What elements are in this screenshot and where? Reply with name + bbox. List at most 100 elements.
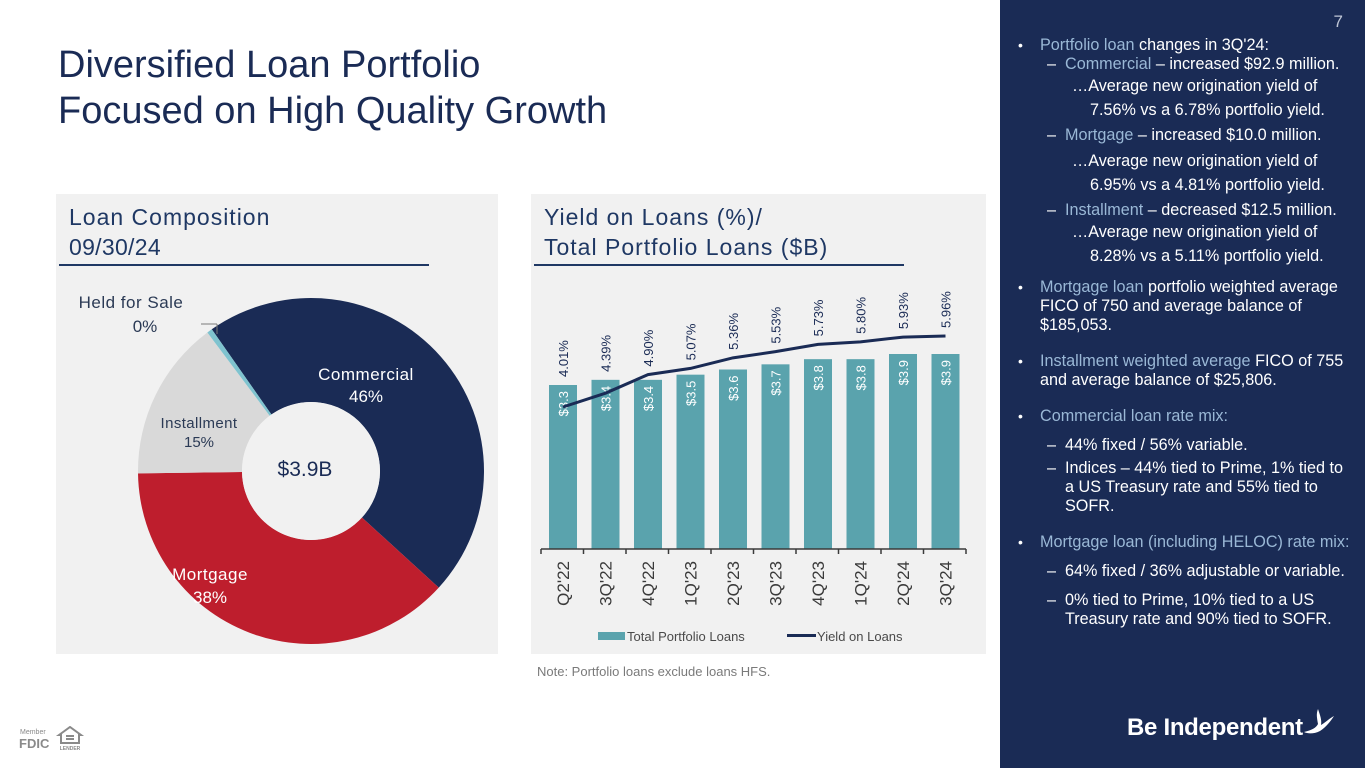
title-line-2: Focused on High Quality Growth [58, 90, 608, 132]
bar-3 [676, 374, 705, 549]
brand-tagline: Be Independent [1127, 714, 1303, 741]
lender-text: LENDER [60, 746, 81, 752]
heading-line-1: Loan Composition [69, 204, 271, 230]
bar-value-label: $3.8 [854, 365, 869, 390]
loan-composition-panel: Loan Composition 09/30/24 Commercial 46%… [56, 194, 498, 654]
sub-mortgage: Mortgage – increased $10.0 million. [1000, 126, 1365, 145]
donut-slice-commercial [211, 297, 485, 588]
x-tick-label: 3Q'24 [937, 561, 956, 606]
loan-composition-heading: Loan Composition 09/30/24 [69, 202, 270, 262]
donut-slice-mortgage [138, 471, 439, 644]
yield-value-label: 5.93% [896, 292, 911, 329]
bullet-mortgage-rate-mix: Mortgage loan (including HELOC) rate mix… [1000, 533, 1365, 552]
page-title: Diversified Loan Portfolio Focused on Hi… [58, 42, 607, 134]
yield-value-label: 4.39% [599, 335, 614, 372]
commercial-fixed-variable: 44% fixed / 56% variable. [1000, 436, 1365, 455]
installment-yield-note: …Average new origination yield of 8.28% … [1072, 223, 1324, 265]
bar-0 [549, 385, 577, 549]
fdic-member-text: Member [20, 729, 46, 736]
bar-9 [931, 354, 960, 549]
bar-value-label: $3.3 [556, 391, 571, 416]
loan-composition-donut-chart: Commercial 46% Mortgage 38% Installment … [79, 293, 485, 644]
x-tick-label: Q2'22 [554, 561, 573, 606]
mortgage-yield-note: …Average new origination yield of 6.95% … [1072, 152, 1325, 194]
bird-logo-icon [1304, 709, 1334, 734]
legend-swatch-total-portfolio-loans [598, 632, 625, 640]
x-tick-label: 4Q'22 [639, 561, 658, 606]
yield-value-label: 5.96% [939, 291, 954, 328]
bar-value-label: $3.6 [726, 376, 741, 401]
heading-line-1: Yield on Loans (%)/ [544, 204, 763, 230]
bullet-portfolio-changes: Portfolio loan changes in 3Q'24: [1000, 36, 1365, 55]
x-tick-label: 3Q'23 [767, 561, 786, 606]
sub-installment: Installment – decreased $12.5 million. [1000, 201, 1365, 220]
slice-label-hfs: Held for Sale [79, 293, 184, 312]
slice-label-installment: Installment [161, 415, 238, 432]
equal-housing-icon [55, 726, 85, 744]
yield-value-label: 5.80% [854, 297, 869, 334]
sub-commercial: Commercial – increased $92.9 million. [1000, 55, 1365, 74]
bar-value-label: $3.5 [684, 381, 699, 406]
heading-line-2: Total Portfolio Loans ($B) [544, 234, 829, 260]
yield-value-label: 5.07% [684, 323, 699, 360]
heading-rule [534, 264, 904, 266]
fdic-text: FDIC [19, 736, 50, 751]
heading-line-2: 09/30/24 [69, 234, 161, 260]
bar-6 [804, 359, 832, 549]
yield-value-label: 5.73% [811, 299, 826, 336]
bar-2 [634, 379, 662, 549]
bar-value-label: $3.4 [641, 386, 656, 411]
bar-7 [846, 359, 875, 549]
bar-4 [719, 369, 747, 549]
chart-legend: Total Portfolio Loans Yield on Loans [598, 629, 903, 644]
page-number: 7 [1333, 12, 1343, 31]
bar-value-label: $3.9 [896, 360, 911, 385]
x-tick-label: 3Q'22 [597, 561, 616, 606]
footnote: Note: Portfolio loans exclude loans HFS. [537, 664, 771, 679]
bullet-commercial-rate-mix: Commercial loan rate mix: [1000, 407, 1365, 426]
sidebar-highlights: 7 Portfolio loan changes in 3Q'24: Comme… [1000, 0, 1365, 768]
yield-value-label: 5.36% [726, 313, 741, 350]
bar-value-label: $3.7 [769, 370, 784, 395]
yield-value-label: 5.53% [769, 306, 784, 343]
yield-panel: Yield on Loans (%)/ Total Portfolio Loan… [531, 194, 986, 654]
legend-label-total-portfolio-loans: Total Portfolio Loans [627, 629, 745, 644]
legend-label-yield-on-loans: Yield on Loans [817, 629, 903, 644]
bar-5 [761, 364, 790, 549]
slice-pct-hfs: 0% [133, 317, 158, 336]
yield-value-label: 4.90% [641, 329, 656, 366]
bullet-mortgage-fico: Mortgage loan portfolio weighted average… [1000, 278, 1365, 335]
yield-loans-combo-chart: $3.3 $3.4 $3.4 $3.5 $3.6 $3.7 $3.8 $3.8 $3.9 $3.9… [540, 291, 967, 644]
title-line-1: Diversified Loan Portfolio [58, 44, 481, 86]
fdic-equal-housing-logo: Member FDIC LENDER [19, 726, 85, 752]
x-tick-label: 1Q'24 [852, 561, 871, 606]
donut-center-total: $3.9B [278, 458, 333, 481]
slice-pct-installment: 15% [184, 434, 214, 451]
mortgage-fixed-adjustable: 64% fixed / 36% adjustable or variable. [1000, 562, 1365, 581]
donut-hole [242, 402, 380, 540]
x-tick-label: 1Q'23 [682, 561, 701, 606]
heading-rule [59, 264, 429, 266]
slice-label-commercial: Commercial [318, 365, 414, 384]
bar-1 [591, 379, 620, 549]
sidebar-bullets: Portfolio loan changes in 3Q'24: Commerc… [1000, 36, 1365, 629]
commercial-yield-note: …Average new origination yield of 7.56% … [1072, 77, 1325, 119]
yield-on-loans-line [562, 334, 946, 409]
donut-slice-installment [138, 332, 270, 474]
x-tick-label: 4Q'23 [809, 561, 828, 606]
slice-pct-commercial: 46% [349, 387, 383, 406]
bar-value-label: $3.9 [939, 360, 954, 385]
commercial-indices: Indices – 44% tied to Prime, 1% tied to … [1000, 459, 1365, 516]
x-tick-label: 2Q'23 [724, 561, 743, 606]
x-tick-label: 2Q'24 [894, 561, 913, 606]
slice-label-mortgage: Mortgage [172, 565, 248, 584]
bar-value-label: $3.8 [811, 365, 826, 390]
donut-slice-held-for-sale [207, 329, 272, 416]
mortgage-indices: 0% tied to Prime, 10% tied to a US Treas… [1000, 591, 1365, 629]
yield-value-label: 4.01% [556, 340, 571, 377]
legend-swatch-yield-on-loans [787, 634, 816, 637]
bar-8 [889, 354, 917, 549]
slice-pct-mortgage: 38% [193, 588, 227, 607]
bullet-installment-fico: Installment weighted average FICO of 755… [1000, 352, 1365, 390]
yield-heading: Yield on Loans (%)/ Total Portfolio Loan… [544, 202, 828, 262]
